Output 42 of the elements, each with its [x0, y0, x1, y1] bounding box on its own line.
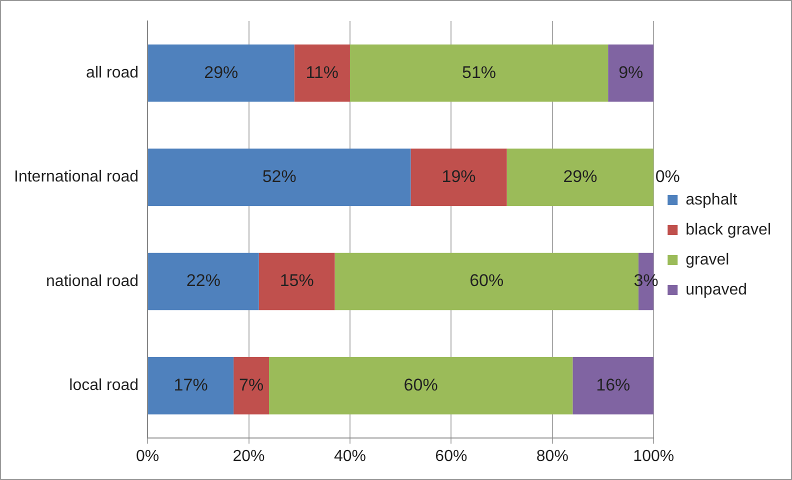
- data-label: 52%: [262, 166, 296, 186]
- bar: [234, 357, 269, 414]
- y-tick-label: all road: [86, 64, 139, 82]
- bar: [148, 357, 234, 414]
- legend-label: asphalt: [686, 191, 738, 208]
- data-label: 11%: [306, 62, 339, 82]
- bar: [268, 357, 573, 414]
- data-label: 15%: [280, 271, 314, 290]
- bar: [608, 44, 654, 102]
- bar: [294, 44, 350, 102]
- x-tick-label: 20%: [232, 448, 265, 465]
- y-tick-label: national road: [46, 272, 139, 290]
- x-tick-label: 40%: [334, 448, 366, 465]
- data-label: 51%: [462, 62, 496, 82]
- x-tick-label: 100%: [633, 448, 674, 465]
- data-label: 60%: [470, 271, 504, 290]
- legend-label: unpaved: [686, 281, 748, 298]
- data-label: 19%: [442, 166, 476, 186]
- data-label: 9%: [618, 62, 644, 82]
- x-tick-label: 0%: [136, 448, 160, 465]
- y-tick-label: local road: [69, 377, 139, 394]
- data-label: 29%: [563, 166, 598, 186]
- bar: [148, 44, 294, 102]
- bar: [148, 148, 411, 206]
- bar: [258, 252, 335, 310]
- bar: [148, 252, 259, 310]
- y-tick-label: International road: [14, 168, 139, 186]
- data-label: 0%: [655, 166, 680, 186]
- data-label: 60%: [404, 375, 438, 394]
- data-label: 22%: [186, 271, 220, 290]
- legend-label: gravel: [686, 251, 730, 268]
- bar: [350, 44, 608, 102]
- data-label: 17%: [174, 375, 208, 394]
- x-tick-label: 60%: [435, 448, 468, 465]
- data-label: 16%: [596, 375, 630, 394]
- bar: [410, 148, 507, 206]
- data-label: 29%: [204, 62, 238, 82]
- bar: [506, 148, 654, 206]
- x-tick-label: 80%: [536, 448, 568, 465]
- legend-label: black gravel: [686, 221, 771, 238]
- bar: [572, 357, 654, 414]
- data-label: 7%: [238, 375, 264, 394]
